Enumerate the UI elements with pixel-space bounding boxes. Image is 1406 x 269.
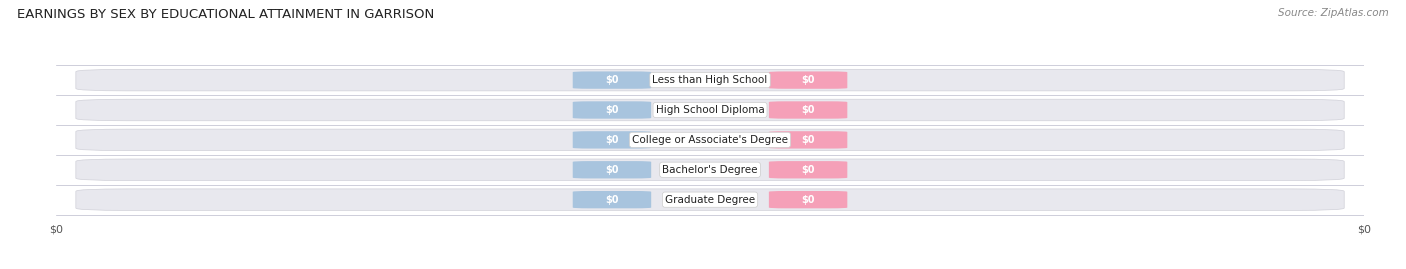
Text: $0: $0 [605,195,619,205]
Text: $0: $0 [605,105,619,115]
FancyBboxPatch shape [572,131,651,148]
FancyBboxPatch shape [76,189,1344,210]
Text: $0: $0 [801,135,815,145]
Text: $0: $0 [801,105,815,115]
Text: Bachelor's Degree: Bachelor's Degree [662,165,758,175]
Text: $0: $0 [605,75,619,85]
Text: Source: ZipAtlas.com: Source: ZipAtlas.com [1278,8,1389,18]
Text: Graduate Degree: Graduate Degree [665,195,755,205]
FancyBboxPatch shape [769,161,848,178]
FancyBboxPatch shape [76,159,1344,180]
FancyBboxPatch shape [76,99,1344,121]
FancyBboxPatch shape [769,101,848,119]
FancyBboxPatch shape [572,101,651,119]
Text: Less than High School: Less than High School [652,75,768,85]
Text: High School Diploma: High School Diploma [655,105,765,115]
Text: $0: $0 [605,165,619,175]
Text: EARNINGS BY SEX BY EDUCATIONAL ATTAINMENT IN GARRISON: EARNINGS BY SEX BY EDUCATIONAL ATTAINMEN… [17,8,434,21]
FancyBboxPatch shape [769,72,848,89]
FancyBboxPatch shape [572,161,651,178]
FancyBboxPatch shape [572,191,651,208]
FancyBboxPatch shape [769,191,848,208]
Text: $0: $0 [801,195,815,205]
FancyBboxPatch shape [572,72,651,89]
FancyBboxPatch shape [76,129,1344,151]
FancyBboxPatch shape [769,131,848,148]
Text: $0: $0 [801,75,815,85]
Text: College or Associate's Degree: College or Associate's Degree [633,135,787,145]
Text: $0: $0 [605,135,619,145]
Text: $0: $0 [801,165,815,175]
FancyBboxPatch shape [76,69,1344,91]
